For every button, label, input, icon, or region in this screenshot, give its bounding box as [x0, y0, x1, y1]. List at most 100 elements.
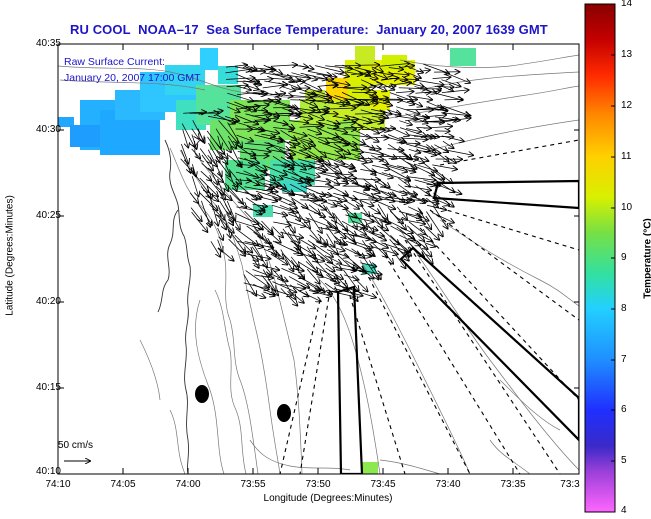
current-vector-arrow	[380, 227, 399, 245]
current-vector-arrow	[444, 155, 456, 163]
current-vector-arrow	[327, 157, 345, 165]
colorbar-ticks	[611, 54, 615, 462]
current-vector-arrow	[415, 70, 430, 72]
current-vector-arrow	[396, 143, 420, 144]
current-vector-arrow	[406, 213, 422, 220]
y-tick-label: 40:20	[35, 296, 61, 307]
current-vector-arrow	[207, 190, 219, 202]
current-vector-arrow	[381, 186, 406, 194]
current-vector-arrow	[191, 169, 208, 193]
current-vector-arrow	[290, 95, 311, 97]
current-vector-arrow	[289, 206, 300, 221]
current-vector-arrow	[360, 262, 376, 267]
current-vector-arrow	[371, 198, 395, 209]
current-vector-arrow	[299, 93, 316, 96]
current-vector-arrow	[399, 190, 417, 195]
current-vector-arrow	[333, 192, 357, 199]
current-vector-arrow	[227, 122, 242, 148]
current-vector-arrow	[354, 114, 385, 115]
x-tick-label: 73:40	[435, 479, 461, 490]
current-vector-arrow	[414, 136, 435, 137]
current-vector-arrow	[307, 282, 320, 291]
current-vector-arrow	[342, 104, 361, 107]
current-vector-arrow	[291, 192, 318, 201]
current-vector-arrow	[307, 70, 331, 75]
current-vector-arrow	[217, 247, 233, 261]
current-vector-arrow	[407, 225, 424, 241]
current-vector-arrow	[333, 266, 356, 270]
colorbar-tick-label: 12	[621, 100, 633, 111]
current-vector-arrow	[289, 121, 308, 123]
current-vector-arrow	[288, 106, 315, 111]
current-vector-arrow	[217, 171, 228, 191]
current-vector-arrow	[226, 85, 248, 87]
current-vector-arrow	[399, 120, 412, 125]
current-vector-arrow	[255, 169, 282, 179]
current-vector-arrow	[251, 246, 262, 261]
current-vector-arrow	[397, 240, 409, 252]
current-vector-arrow	[209, 204, 221, 216]
current-vector-arrow	[342, 88, 370, 90]
current-vector-arrow	[325, 177, 339, 185]
current-vector-arrow	[289, 148, 310, 157]
current-vector-arrow	[406, 199, 428, 201]
current-vector-arrow	[270, 232, 280, 243]
current-vector-arrow	[199, 177, 218, 196]
current-vector-arrow	[378, 86, 396, 87]
coastline	[157, 139, 205, 474]
current-vector-arrow	[369, 84, 382, 86]
current-vector-arrow	[271, 72, 294, 82]
colorbar	[584, 3, 616, 513]
colorbar-tick-label: 8	[621, 303, 627, 314]
current-vector-arrow	[299, 249, 317, 272]
title-product: Sea Surface Temperature:	[206, 22, 369, 37]
current-vector-arrow	[441, 79, 460, 87]
current-vector-arrow	[398, 177, 410, 187]
current-vector-arrow	[352, 226, 365, 228]
current-vector-arrow	[261, 93, 280, 96]
current-vector-arrow	[225, 183, 243, 203]
current-vector-arrow	[191, 128, 199, 139]
current-vector-arrow	[341, 92, 369, 105]
current-vector-arrow	[236, 134, 254, 141]
current-vector-arrow	[281, 86, 295, 91]
current-vector-arrow	[270, 253, 288, 265]
current-vector-arrow	[370, 137, 389, 138]
current-vector-arrow	[363, 92, 378, 97]
current-vector-arrow	[280, 231, 303, 238]
current-vector-arrow	[282, 193, 308, 196]
current-vector-arrow	[378, 178, 389, 187]
current-vector-arrow	[297, 211, 310, 228]
current-vector-arrow	[228, 190, 246, 207]
current-vector-arrow	[252, 100, 280, 102]
current-vector-arrow	[279, 141, 300, 143]
x-tick-label: 73:45	[370, 479, 396, 490]
current-vector-arrow	[269, 191, 295, 203]
x-tick-label: 73:55	[240, 479, 266, 490]
current-vector-arrow	[279, 204, 298, 212]
current-vector-arrow	[353, 103, 378, 106]
current-vector-arrow	[360, 73, 378, 79]
current-vector-arrow	[362, 87, 375, 89]
current-vector-arrow	[237, 241, 263, 247]
current-vector-arrow	[235, 228, 258, 246]
current-vector-arrow	[216, 114, 234, 124]
current-vector-arrow	[236, 106, 260, 109]
current-vector-arrow	[397, 165, 415, 170]
current-vector-arrow	[344, 207, 357, 230]
current-vector-arrow	[422, 162, 444, 180]
current-vector-arrow	[379, 73, 392, 76]
current-vector-arrow	[380, 78, 398, 80]
current-vector-arrow	[434, 144, 448, 152]
current-vector-arrow	[414, 155, 428, 162]
current-vector-arrow	[352, 179, 380, 181]
current-vector-arrow	[390, 247, 405, 268]
current-vector-arrow	[351, 268, 366, 273]
current-vector-arrow	[299, 178, 313, 181]
current-vector-arrow	[280, 74, 310, 79]
current-vector-arrow	[280, 156, 294, 165]
current-vector-arrow	[423, 152, 437, 156]
current-vector-arrow	[300, 141, 311, 148]
current-vector-arrow	[224, 204, 240, 229]
current-vector-arrow	[380, 190, 396, 196]
